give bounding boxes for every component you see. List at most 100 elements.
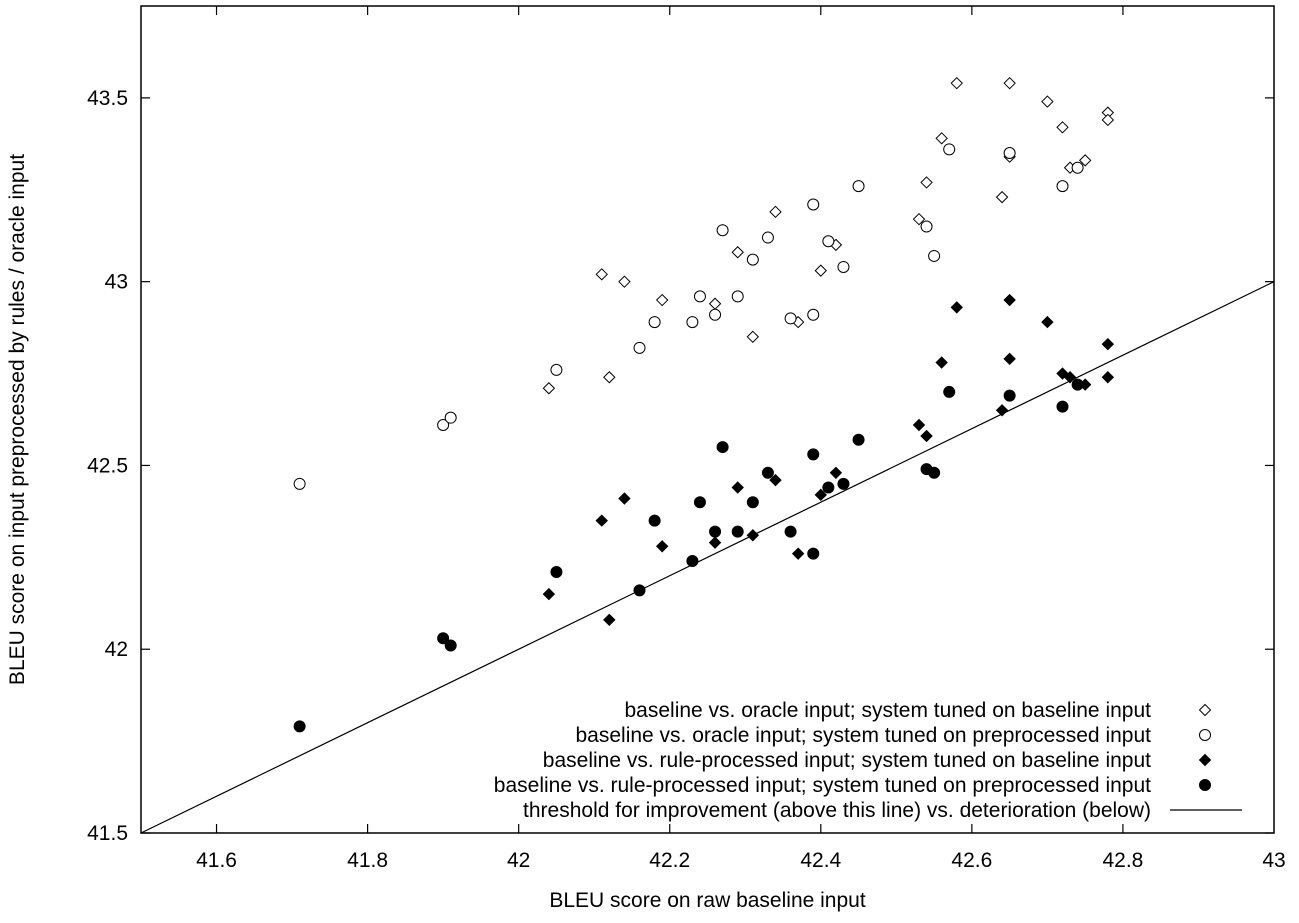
point-oracle-baseline-tuned <box>595 268 608 281</box>
point-oracle-preproc-tuned <box>837 260 850 273</box>
point-oracle-baseline-tuned <box>769 205 782 219</box>
point-rules-baseline-tuned <box>791 547 805 560</box>
point-rules-preproc-tuned <box>1071 378 1084 391</box>
point-oracle-baseline-tuned <box>542 382 556 395</box>
point-oracle-preproc-tuned <box>293 477 306 490</box>
y-axis-label: BLEU score on input preprocessed by rule… <box>6 154 29 685</box>
point-oracle-preproc-tuned <box>943 143 956 156</box>
point-rules-preproc-tuned <box>550 566 563 579</box>
point-oracle-preproc-tuned <box>807 198 820 211</box>
point-rules-preproc-tuned <box>731 525 744 538</box>
point-oracle-baseline-tuned <box>1041 95 1054 108</box>
point-rules-preproc-tuned <box>761 466 774 479</box>
point-rules-baseline-tuned <box>829 466 843 480</box>
point-rules-baseline-tuned <box>731 481 744 494</box>
point-oracle-baseline-tuned <box>912 212 926 226</box>
x-tick-label: 41.8 <box>347 849 388 872</box>
point-rules-preproc-tuned <box>784 525 797 538</box>
legend-label-oracle-baseline-tuned: baseline vs. oracle input; system tuned … <box>625 699 1152 722</box>
point-rules-preproc-tuned <box>928 466 941 479</box>
point-rules-preproc-tuned <box>709 525 722 538</box>
point-oracle-baseline-tuned <box>655 293 669 307</box>
point-oracle-preproc-tuned <box>709 308 722 321</box>
legend-label-rules-preproc-tuned: baseline vs. rule-processed input; syste… <box>494 774 1151 797</box>
point-oracle-preproc-tuned <box>822 235 835 248</box>
point-rules-preproc-tuned <box>437 632 450 645</box>
point-rules-baseline-tuned <box>920 429 933 443</box>
point-oracle-preproc-tuned <box>784 312 797 325</box>
point-oracle-preproc-tuned <box>1071 161 1084 174</box>
point-oracle-preproc-tuned <box>550 363 563 376</box>
point-rules-preproc-tuned <box>648 514 661 527</box>
point-oracle-preproc-tuned <box>633 341 646 354</box>
point-oracle-preproc-tuned <box>437 419 450 432</box>
point-rules-preproc-tuned <box>1056 400 1069 413</box>
legend-label-rules-baseline-tuned: baseline vs. rule-processed input; syste… <box>543 749 1151 772</box>
x-tick-label: 42.4 <box>800 849 841 872</box>
point-rules-preproc-tuned <box>693 496 706 509</box>
point-rules-preproc-tuned <box>686 555 699 568</box>
point-rules-baseline-tuned <box>769 473 782 487</box>
point-rules-baseline-tuned <box>1041 315 1054 329</box>
point-oracle-preproc-tuned <box>716 224 729 237</box>
threshold-line <box>140 281 1275 834</box>
y-tick-label: 42.5 <box>87 454 128 477</box>
y-tick-label: 43 <box>105 271 128 294</box>
point-oracle-preproc-tuned <box>731 290 744 303</box>
point-oracle-preproc-tuned <box>1056 180 1069 193</box>
point-rules-baseline-tuned <box>603 613 616 627</box>
point-rules-baseline-tuned <box>1101 371 1115 384</box>
point-rules-baseline-tuned <box>595 514 608 527</box>
x-tick-label: 42 <box>507 849 530 872</box>
point-rules-baseline-tuned <box>995 404 1009 417</box>
point-oracle-preproc-tuned <box>807 308 820 321</box>
point-rules-preproc-tuned <box>943 385 956 398</box>
point-rules-preproc-tuned <box>633 584 646 597</box>
point-oracle-baseline-tuned <box>603 371 616 384</box>
point-rules-baseline-tuned <box>912 418 926 432</box>
point-oracle-baseline-tuned <box>995 190 1009 204</box>
legend-swatch-oracle-baseline-tuned <box>1198 703 1212 717</box>
point-oracle-preproc-tuned <box>920 220 933 233</box>
point-oracle-preproc-tuned <box>928 249 941 262</box>
point-rules-preproc-tuned <box>746 496 759 509</box>
point-rules-preproc-tuned <box>1003 389 1016 402</box>
legend-swatch-rules-preproc-tuned <box>1199 779 1211 791</box>
point-rules-baseline-tuned <box>1003 352 1016 366</box>
point-oracle-baseline-tuned <box>920 176 933 189</box>
point-rules-baseline-tuned <box>1063 371 1077 384</box>
point-rules-preproc-tuned <box>716 441 729 454</box>
legend-label-oracle-preproc-tuned: baseline vs. oracle input; system tuned … <box>575 724 1151 747</box>
legend-label-threshold: threshold for improvement (above this li… <box>523 799 1151 822</box>
y-tick-label: 43.5 <box>87 87 128 110</box>
point-rules-preproc-tuned <box>822 481 835 494</box>
point-oracle-preproc-tuned <box>648 316 661 329</box>
point-oracle-baseline-tuned <box>731 246 744 259</box>
point-oracle-baseline-tuned <box>746 330 760 344</box>
x-tick-label: 42.6 <box>951 849 992 872</box>
point-oracle-baseline-tuned <box>950 76 963 90</box>
point-rules-baseline-tuned <box>935 356 948 369</box>
point-rules-preproc-tuned <box>837 477 850 490</box>
point-rules-preproc-tuned <box>807 547 820 560</box>
point-oracle-preproc-tuned <box>686 316 699 329</box>
point-oracle-preproc-tuned <box>444 411 457 424</box>
point-oracle-baseline-tuned <box>1101 113 1115 127</box>
x-tick-label: 42.8 <box>1102 849 1143 872</box>
x-tick-label: 41.6 <box>196 849 237 872</box>
point-rules-baseline-tuned <box>542 587 556 601</box>
y-tick-label: 41.5 <box>87 822 128 845</box>
point-rules-baseline-tuned <box>950 301 963 314</box>
point-rules-baseline-tuned <box>655 540 669 553</box>
point-rules-baseline-tuned <box>746 529 760 542</box>
point-oracle-preproc-tuned <box>693 290 706 303</box>
point-oracle-preproc-tuned <box>852 180 865 193</box>
point-rules-baseline-tuned <box>618 492 631 505</box>
legend-swatch-oracle-preproc-tuned <box>1199 729 1211 741</box>
point-rules-preproc-tuned <box>807 448 820 461</box>
point-oracle-preproc-tuned <box>1003 147 1016 160</box>
point-oracle-baseline-tuned <box>618 275 631 288</box>
point-rules-baseline-tuned <box>814 488 828 502</box>
point-rules-baseline-tuned <box>1101 337 1115 351</box>
